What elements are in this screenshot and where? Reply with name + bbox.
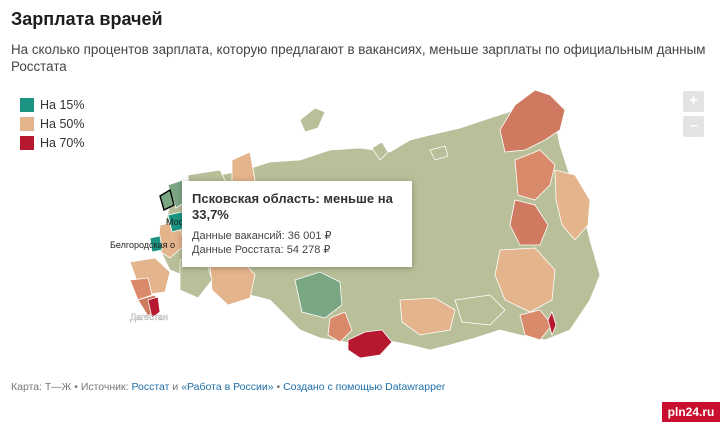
footer-prefix: Карта: Т—Ж • Источник:: [11, 381, 132, 393]
map-region-amur[interactable]: [454, 294, 506, 326]
map-region-pskov[interactable]: [159, 188, 175, 212]
region-tooltip: Псковская область: меньше на 33,7% Данны…: [182, 181, 412, 267]
map-region-transbaikal[interactable]: [399, 297, 456, 336]
map-region-western-siberia[interactable]: [294, 271, 343, 319]
legend-item-15: На 15%: [20, 95, 84, 114]
legend-item-70: На 70%: [20, 133, 84, 152]
footer-and: и: [169, 381, 182, 393]
map-label-dagestan: Дагестан: [130, 312, 168, 322]
zoom-in-button[interactable]: +: [683, 91, 704, 112]
map-region-altai[interactable]: [327, 311, 353, 343]
watermark-logo: pln24.ru: [662, 402, 720, 422]
map-region-severnaya-zemlya[interactable]: [371, 141, 389, 161]
footer: Карта: Т—Ж • Источник: Росстат и «Работа…: [11, 381, 445, 393]
zoom-out-button[interactable]: –: [683, 116, 704, 137]
map-region-krasnodar[interactable]: [129, 277, 153, 301]
legend-swatch-50: [20, 116, 34, 131]
legend-label-50: На 50%: [40, 116, 85, 131]
map-region-belgorod[interactable]: [149, 235, 163, 253]
tooltip-vacancies: Данные вакансий: 36 001 ₽: [192, 229, 402, 243]
source-rosstat-link[interactable]: Росстат: [131, 381, 170, 393]
tooltip-title: Псковская область: меньше на 33,7%: [192, 191, 393, 222]
legend-item-50: На 50%: [20, 114, 84, 133]
tooltip-rosstat-value: 54 278 ₽: [286, 244, 331, 256]
map-region-magadan[interactable]: [514, 149, 556, 201]
map-label-moscow: Мос: [166, 217, 184, 227]
map-region-kamchatka[interactable]: [554, 169, 591, 241]
tooltip-rosstat-label: Данные Росстата:: [192, 244, 284, 256]
chart-title: Зарплата врачей: [11, 9, 163, 29]
tooltip-vacancies-label: Данные вакансий:: [192, 230, 285, 242]
map-region-tuva[interactable]: [347, 329, 393, 359]
legend-label-15: На 15%: [40, 97, 85, 112]
map-region-primorye[interactable]: [519, 309, 553, 341]
legend-swatch-70: [20, 135, 34, 150]
footer-separator: •: [273, 381, 284, 393]
map-region-taimyr-islands[interactable]: [429, 145, 449, 161]
datawrapper-credit-link[interactable]: Создано с помощью Datawrapper: [283, 381, 446, 393]
map-region-sakhalin[interactable]: [547, 310, 557, 337]
source-rabota-link[interactable]: «Работа в России»: [181, 381, 274, 393]
map-region-yakutia-east[interactable]: [509, 199, 549, 246]
map-region-dagestan[interactable]: [147, 296, 161, 319]
map-label-belgorod: Белгородская о: [110, 240, 175, 250]
tooltip-vacancies-value: 36 001 ₽: [287, 230, 332, 242]
map-region-khabarovsk[interactable]: [494, 247, 556, 313]
legend-swatch-15: [20, 97, 34, 112]
map-region-chukotka[interactable]: [499, 89, 566, 153]
chart-subtitle: На сколько процентов зарплата, которую п…: [11, 42, 706, 74]
legend: На 15% На 50% На 70%: [20, 95, 84, 152]
map-region-novaya-zemlya[interactable]: [299, 107, 326, 133]
tooltip-rosstat: Данные Росстата: 54 278 ₽: [192, 243, 402, 257]
legend-label-70: На 70%: [40, 135, 85, 150]
